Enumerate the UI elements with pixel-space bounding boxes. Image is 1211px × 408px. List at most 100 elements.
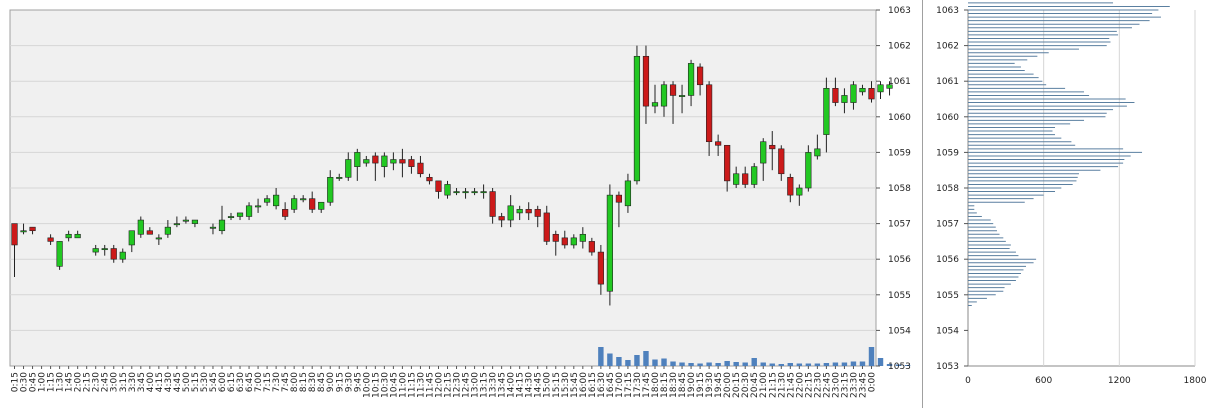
candle-up <box>236 212 244 217</box>
volume-bar <box>751 358 757 366</box>
candle-up <box>886 84 893 89</box>
candle-down <box>787 177 794 196</box>
volume-bar <box>877 358 884 366</box>
candle-up <box>805 152 812 189</box>
candle-up <box>859 88 866 93</box>
volume-bar <box>796 363 803 366</box>
y-tick-label: 1059 <box>888 148 911 158</box>
x-tick-label: 20:45 <box>750 372 760 398</box>
candle-up <box>173 223 180 226</box>
volume-bar <box>814 363 821 366</box>
x-tick-label: 17:15 <box>624 372 634 398</box>
candle-down <box>534 209 541 217</box>
volume-bar <box>598 347 604 366</box>
x-tick-label: 7:15 <box>263 372 273 392</box>
y-tick-label: 1055 <box>936 291 959 301</box>
candle-up <box>381 155 388 167</box>
profile-volume-axis: 0 600 1200 1800 <box>965 376 1207 386</box>
volume-bar <box>706 362 712 366</box>
candle-up <box>318 201 325 210</box>
candle-up <box>444 184 451 196</box>
x-tick-label: 3:30 <box>128 372 138 392</box>
candle-up <box>155 237 162 240</box>
candle-down <box>498 216 505 221</box>
y-tick-label: 1058 <box>888 184 911 194</box>
x-tick-label: 22:00 <box>795 372 805 398</box>
candle-down <box>868 88 875 100</box>
x-tick-label: 13:30 <box>489 372 499 398</box>
y-tick-label: 1056 <box>888 255 911 265</box>
candle-up <box>633 55 641 182</box>
candle-down <box>417 162 424 175</box>
volume-bar <box>733 362 739 366</box>
x-tick-label: 8:00 <box>290 372 300 392</box>
candle-up <box>579 233 586 242</box>
y-tick-label: 1060 <box>936 113 959 123</box>
x-tick-label: 5:45 <box>209 372 219 392</box>
candle-down <box>742 173 749 185</box>
y-tick-label: 1057 <box>936 220 959 230</box>
candle-up <box>218 219 226 232</box>
x-tick-label: 21:45 <box>786 372 796 398</box>
volume-bar <box>823 363 830 366</box>
candle-up <box>101 248 108 251</box>
x-tick-label: 13:15 <box>480 372 490 398</box>
main-grid <box>10 45 876 331</box>
x-tick-label: 21:30 <box>777 372 787 398</box>
x-tick-label: 12:45 <box>462 372 472 398</box>
candle-up <box>877 84 884 93</box>
candle-up <box>462 191 469 194</box>
x-tick-label: 19:15 <box>696 372 706 398</box>
x-tick-label: 12:30 <box>453 372 463 398</box>
x-tick-label: 18:15 <box>660 372 670 398</box>
candle-down <box>543 212 550 242</box>
volume-bar <box>715 363 721 366</box>
x-tick-label: 2:00 <box>74 372 84 392</box>
candle-down <box>724 144 731 182</box>
candle-down <box>832 88 839 103</box>
y-tick-label: 1059 <box>936 148 959 158</box>
x-tick-label: 0:30 <box>20 372 30 392</box>
x-tick-label: 11:30 <box>416 372 426 398</box>
candle-up <box>164 226 171 235</box>
x-tick-label: 6:30 <box>236 372 246 392</box>
x-tick-label: 9:00 <box>326 372 336 392</box>
candle-down <box>372 155 379 164</box>
volume-profile-chart: 1053 1054 1055 1056 1057 1058 1059 1060 1061 1062… <box>936 2 1207 386</box>
x-tick-label: 22:30 <box>813 372 823 398</box>
volume-bar <box>679 362 685 366</box>
x-tick-label: 18:00 <box>651 372 661 398</box>
x-tick-label: 17:45 <box>642 372 652 398</box>
candle-up <box>823 88 830 135</box>
candle-up <box>796 187 803 196</box>
x-tick-label: 9:15 <box>335 372 345 392</box>
x-tick-label: 14:00 <box>507 372 517 398</box>
y-tick-label: 1054 <box>888 326 911 336</box>
x-tick-label: 23:30 <box>849 372 859 398</box>
volume-bar <box>886 364 893 366</box>
volume-bar <box>805 363 812 366</box>
candle-down <box>435 180 442 192</box>
y-tick-label: 1062 <box>936 42 959 52</box>
candle-up <box>678 95 686 97</box>
y-tick-label: 1056 <box>936 255 959 265</box>
candle-up <box>182 219 190 222</box>
x-tick-label: 15:15 <box>552 372 562 398</box>
x-tick-label: 12:00 <box>434 372 444 398</box>
candle-down <box>29 226 36 232</box>
candle-down <box>696 66 704 86</box>
x-tick-label: 0:45 <box>29 372 39 392</box>
candle-down <box>525 209 532 214</box>
x-tick-label: 10:45 <box>389 372 399 398</box>
candle-up <box>354 152 361 167</box>
x-tick-label: 6:45 <box>245 372 255 392</box>
candle-up <box>751 166 758 185</box>
x-tick-label: 14:45 <box>534 372 544 398</box>
volume-bar <box>904 365 911 366</box>
x-tick-label: 15:45 <box>570 372 580 398</box>
x-tick-label: 20:15 <box>732 372 742 398</box>
x-tick-label: 8:15 <box>299 372 309 392</box>
price-axis: 1053 1054 1055 1056 1057 1058 1059 1060 1061 1062… <box>876 6 911 372</box>
volume-bar <box>859 361 866 366</box>
x-tick-label: 17:30 <box>633 372 643 398</box>
